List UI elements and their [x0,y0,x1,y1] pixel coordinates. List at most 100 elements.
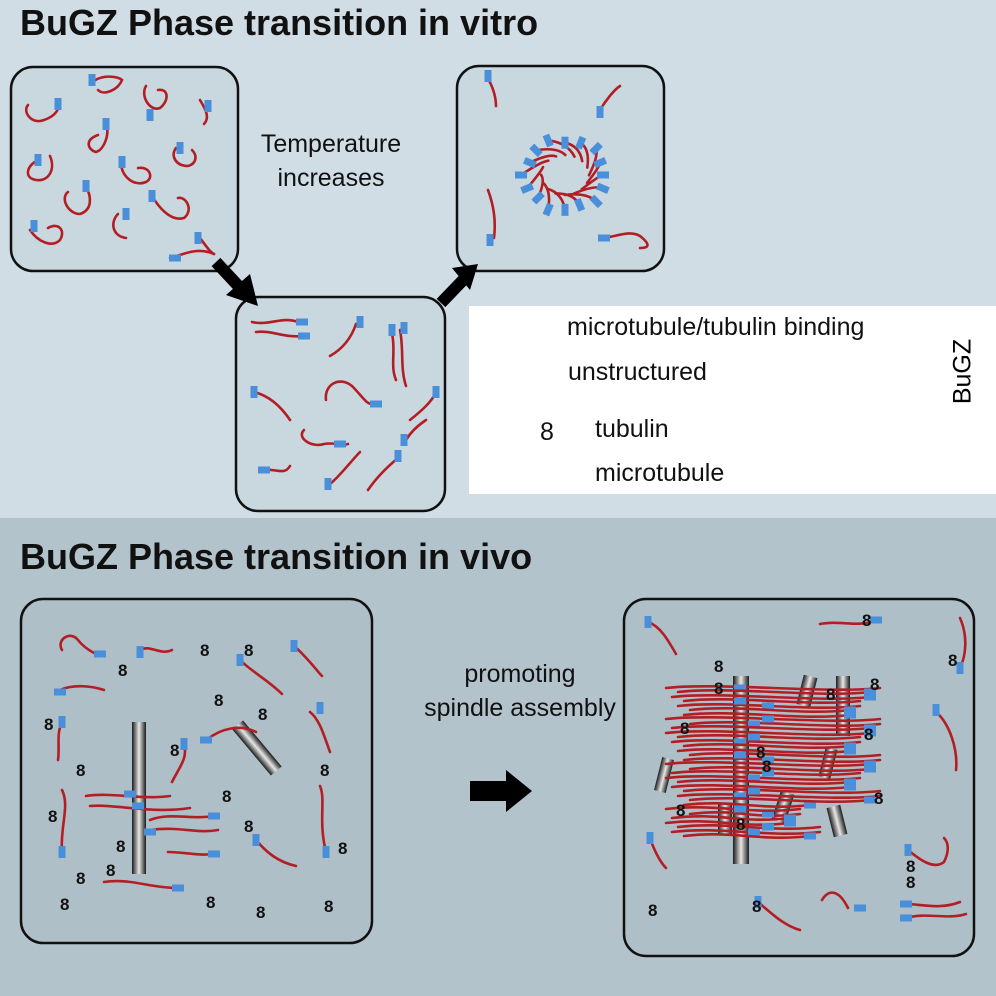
bugz-strand [324,380,374,406]
binding-domain [180,738,188,750]
transition-arrow-1 [211,257,258,306]
tubulin-icon: 8 [116,837,125,856]
microtubule [654,757,674,793]
bugz-strand [486,188,497,240]
bugz-strand [87,122,109,154]
binding-domain [734,751,746,759]
binding-domain [531,191,545,205]
binding-domain [932,704,940,716]
bugz-strand [682,711,852,719]
binding-domain [762,823,774,831]
tubulin-icon: 8 [874,789,883,808]
binding-domain [236,654,244,666]
legend-microtubule-label: microtubule [595,459,725,487]
binding-domain [762,769,774,777]
bugz-strand [906,836,950,867]
in-vivo-title: BuGZ Phase transition in vivo [20,536,533,577]
bugz-strand [250,318,300,325]
binding-domain [854,904,866,912]
bugz-strand [682,697,862,705]
binding-domain [54,98,62,110]
binding-domain [356,316,364,328]
binding-domain [589,141,603,156]
binding-domain [844,778,856,786]
legend-bugz-text: BuGZ [948,338,977,405]
binding-domain [864,760,876,768]
tubulin-icon: 8 [648,901,657,920]
binding-domain [529,143,543,158]
intermediate-state-box [234,295,447,513]
bugz-strand [26,154,54,182]
tubulin-icon: 8 [60,895,69,914]
binding-domain [596,106,604,118]
binding-domain [82,180,90,192]
binding-domain [204,100,212,112]
bugz-strand [664,774,862,782]
bugz-strand [198,98,209,126]
binding-domain [754,896,762,908]
binding-domain [561,203,569,216]
binding-domain [574,197,586,212]
bugz-strand [934,710,958,772]
disperse-state-box [9,65,240,273]
binding-domain [956,662,964,674]
binding-domain [400,434,408,446]
binding-domain [258,466,270,474]
tubulin-icon: 8 [680,719,689,738]
bugz-strand [670,738,862,746]
in-vitro-strands [24,70,649,492]
binding-domain [132,802,144,810]
bugz-strand [664,820,792,826]
binding-domain [784,814,796,822]
binding-domain [54,688,66,696]
binding-domain [598,234,610,242]
binding-domain [122,208,130,220]
bugz-strand [308,710,332,754]
binding-domain [30,220,38,232]
binding-domain [169,254,181,262]
binding-domain [561,136,569,149]
binding-domain [644,616,652,628]
binding-domain [316,702,324,714]
bugz-strand [682,802,812,808]
tubulin-icon: 8 [676,801,685,820]
binding-domain [322,846,330,858]
tubulin-icon: 8 [214,691,223,710]
binding-domain [388,324,396,336]
bugz-strand [670,828,822,836]
binding-domain [748,733,760,741]
tubulin-icon: 8 [44,715,53,734]
binding-domain [748,720,760,728]
bugz-strand [318,784,328,854]
bugz-strand [252,390,292,422]
binding-domain [296,318,308,326]
binding-domain [432,386,440,398]
bugz-strand [688,706,852,714]
tubulin-icon: 8 [244,817,253,836]
tubulin-icon: 8 [48,807,57,826]
bugz-strand [676,733,862,741]
binding-domain [542,202,554,217]
legend-unstructured-label: unstructured [568,358,707,386]
tubulin-icon: 8 [324,897,333,916]
bugz-strand [688,796,872,804]
bugz-strand [150,194,190,220]
binding-domain [146,109,154,121]
binding-domain [208,850,220,858]
binding-domain [324,478,332,490]
bugz-strand [398,328,408,388]
bugz-strand [328,450,362,486]
binding-domain [542,133,554,148]
binding-domain [515,171,527,179]
binding-domain [864,796,876,804]
bugz-strand [688,751,882,759]
bugz-strand [28,224,64,245]
bugz-strand [102,879,180,890]
binding-domain [734,697,746,705]
tubulin-icon: 8 [752,897,761,916]
tubulin-icon: 8 [200,641,209,660]
bugz-strand [112,212,128,240]
binding-domain [394,450,402,462]
binding-domain [762,702,774,710]
